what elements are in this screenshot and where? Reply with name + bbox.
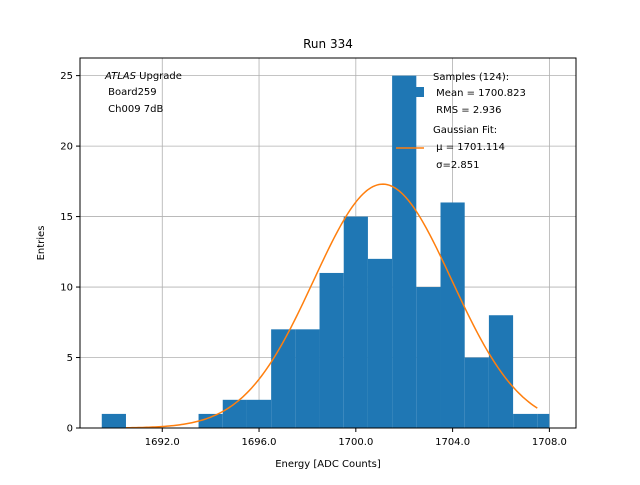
legend-samples-line: Samples (124):	[433, 72, 509, 83]
x-tick-label: 1700.0	[338, 437, 373, 448]
histogram-bar	[246, 399, 272, 428]
gaussian-fit-curve	[125, 183, 538, 429]
histogram-bar	[101, 413, 126, 428]
y-tick-label: 5	[67, 353, 73, 364]
x-tick-label: 1708.0	[532, 437, 567, 448]
legend-samples-line: Mean = 1700.823	[433, 88, 526, 99]
annotation-line: ATLAS Upgrade	[104, 71, 182, 82]
y-axis-label: Entries	[36, 226, 47, 261]
y-tick-label: 20	[60, 142, 73, 153]
histogram-bar	[222, 399, 247, 428]
legend-fit-line: Gaussian Fit:	[433, 125, 497, 136]
histogram-bars	[101, 75, 550, 428]
histogram-bar	[513, 413, 538, 428]
x-tick-label: 1696.0	[242, 437, 277, 448]
legend-swatch-samples	[396, 87, 424, 97]
upgrade-label: Upgrade	[136, 71, 182, 82]
y-tick-label: 0	[67, 424, 73, 435]
y-tick-label: 10	[60, 283, 73, 294]
y-tick-label: 25	[60, 71, 73, 82]
y-tick-label: 15	[60, 212, 73, 223]
histogram-bar	[440, 202, 465, 428]
histogram-bar	[464, 357, 489, 428]
x-axis-label: Energy [ADC Counts]	[275, 459, 381, 470]
legend-samples-line: RMS = 2.936	[433, 105, 501, 116]
chart-title: Run 334	[303, 37, 353, 51]
histogram-bar	[271, 329, 296, 428]
legend-fit-line: σ=2.851	[433, 160, 480, 171]
gaussian-fit-layer	[125, 183, 538, 429]
histogram-bar	[392, 75, 417, 428]
histogram-bar	[295, 329, 320, 428]
x-tick-label: 1704.0	[435, 437, 470, 448]
legend: Samples (124): Mean = 1700.823 RMS = 2.9…	[396, 72, 526, 171]
y-axis-ticks: 0 5 10 15 20 25	[60, 71, 80, 435]
histogram-bar	[537, 413, 550, 428]
x-tick-label: 1692.0	[145, 437, 180, 448]
histogram-bar	[416, 287, 441, 428]
histogram-bar	[343, 216, 368, 428]
annotation-line: Board259	[105, 87, 157, 98]
histogram-bar	[198, 413, 223, 428]
x-axis-ticks: 1692.0 1696.0 1700.0 1704.0 1708.0	[145, 428, 567, 448]
histogram-bar	[367, 258, 393, 428]
plot-frame	[79, 57, 577, 429]
atlas-label: ATLAS	[104, 71, 137, 82]
annotation-line: Ch009 7dB	[105, 104, 163, 115]
histogram-bar	[319, 272, 344, 428]
legend-fit-line: μ = 1701.114	[433, 142, 505, 153]
annotation-block: ATLAS Upgrade Board259 Ch009 7dB	[104, 71, 182, 115]
